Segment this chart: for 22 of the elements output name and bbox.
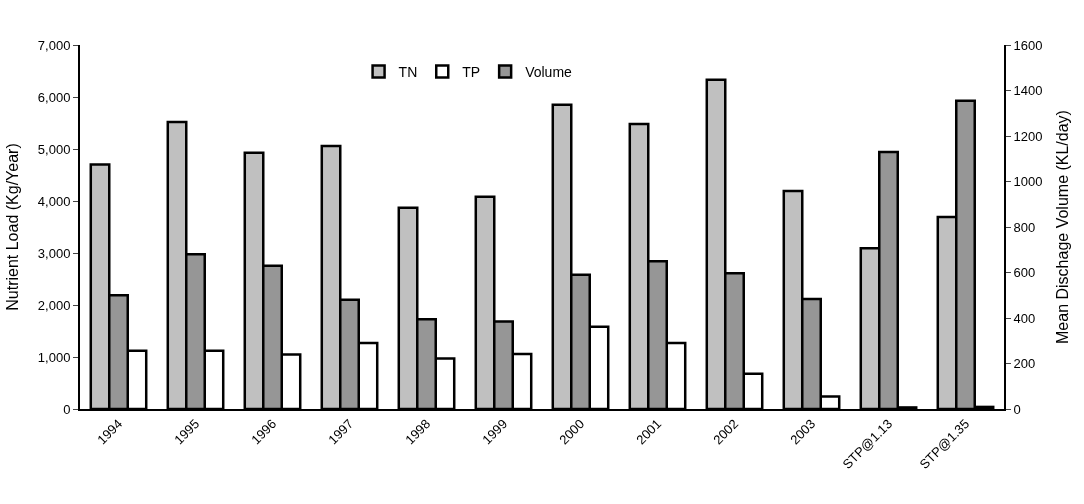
y2-tick-label: 1600: [1013, 37, 1043, 53]
y2-tick-label: 800: [1013, 219, 1036, 235]
y-axis-title: Nutrient Load (Kg/Year): [4, 143, 22, 311]
y2-tick-label: 1400: [1013, 83, 1043, 99]
y-tick-label: 3,000: [37, 245, 71, 261]
y2-tick-label: 400: [1013, 310, 1036, 326]
y2-tick-label: 200: [1013, 356, 1036, 372]
y-tick-label: 7,000: [37, 37, 71, 53]
y-tick-label: 2,000: [37, 297, 71, 313]
y-tick-label: 4,000: [37, 193, 71, 209]
y2-tick-label: 1000: [1013, 174, 1043, 190]
y-tick-label: 1,000: [37, 349, 71, 365]
y-tick-label: 6,000: [37, 89, 71, 105]
y2-tick-label: 1200: [1013, 128, 1043, 144]
y-tick-label: 5,000: [37, 141, 71, 157]
legend-label: TN: [398, 63, 418, 80]
y2-axis-title: Mean Dischage Volume (KL/day): [1053, 110, 1071, 344]
y2-tick-label: 600: [1013, 265, 1036, 281]
legend-label: TP: [462, 63, 481, 80]
y-tick-label: 0: [63, 401, 71, 417]
y2-tick-label: 0: [1013, 401, 1021, 417]
legend-label: Volume: [525, 63, 573, 80]
